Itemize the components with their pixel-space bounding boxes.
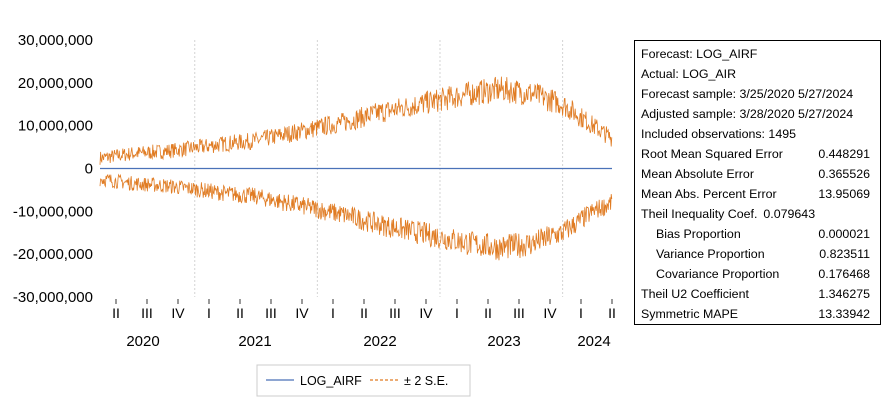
y-tick-label: -20,000,000 [13,246,93,263]
stat-adjusted-sample: Adjusted sample: 3/28/2020 5/27/2024 [641,107,854,121]
stat-variance: Variance Proportion 0.823511 [656,247,870,261]
year-label: 2024 [577,333,610,350]
quarter-label: II [608,305,616,321]
quarter-label: III [389,305,401,321]
legend-label-se: ± 2 S.E. [404,374,448,388]
stat-mae: Mean Absolute Error 0.365526 [641,167,870,181]
series-layer [99,76,613,261]
quarter-label: IV [543,305,557,321]
y-tick-label: 30,000,000 [18,32,93,49]
quarter-label: II [484,305,492,321]
quarter-label: I [331,305,335,321]
stat-actual: Actual: LOG_AIR [641,67,737,81]
year-label: 2020 [126,333,159,350]
stat-rmse: Root Mean Squared Error 0.448291 [641,147,870,161]
y-tick-label: -30,000,000 [13,289,93,306]
quarter-label: III [141,305,153,321]
stat-bias: Bias Proportion 0.000021 [656,227,870,241]
forecast-statistics-box: Forecast: LOG_AIRF Actual: LOG_AIR Forec… [634,40,881,325]
stat-forecast: Forecast: LOG_AIRF [641,47,758,61]
se-band-upper [99,76,613,165]
stat-theil: Theil Inequality Coef. 0.079643 [641,207,816,221]
forecast-chart: 30,000,000 20,000,000 10,000,000 0 -10,000,0… [13,32,616,397]
quarter-label: II [236,305,244,321]
year-label: 2023 [487,333,520,350]
year-label: 2022 [363,333,396,350]
y-tick-label: 10,000,000 [18,118,93,135]
quarter-label: I [207,305,211,321]
quarter-label: IV [419,305,433,321]
quarter-label: II [112,305,120,321]
quarter-label: III [265,305,277,321]
quarter-label: IV [295,305,309,321]
quarter-label: III [513,305,525,321]
quarter-label: II [360,305,368,321]
quarter-label: I [579,305,583,321]
y-tick-label: -10,000,000 [13,203,93,220]
stat-covariance: Covariance Proportion 0.176468 [656,267,870,281]
year-label: 2021 [238,333,271,350]
stat-mape: Mean Abs. Percent Error 13.95069 [641,187,870,201]
stat-forecast-sample: Forecast sample: 3/25/2020 5/27/2024 [641,87,854,101]
quarter-label: I [455,305,459,321]
stat-included-observations: Included observations: 1495 [641,127,796,141]
stat-theil-u2: Theil U2 Coefficient 1.346275 [641,287,870,301]
se-band-lower [99,173,613,261]
y-tick-label: 20,000,000 [18,75,93,92]
stat-smape: Symmetric MAPE 13.33942 [641,307,870,321]
y-axis-tick-labels: 30,000,000 20,000,000 10,000,000 0 -10,000,0… [13,32,93,306]
quarter-label: IV [171,305,185,321]
y-tick-label: 0 [85,161,93,178]
legend: LOG_AIRF ± 2 S.E. [256,364,471,397]
legend-label-log-airf: LOG_AIRF [300,374,362,388]
